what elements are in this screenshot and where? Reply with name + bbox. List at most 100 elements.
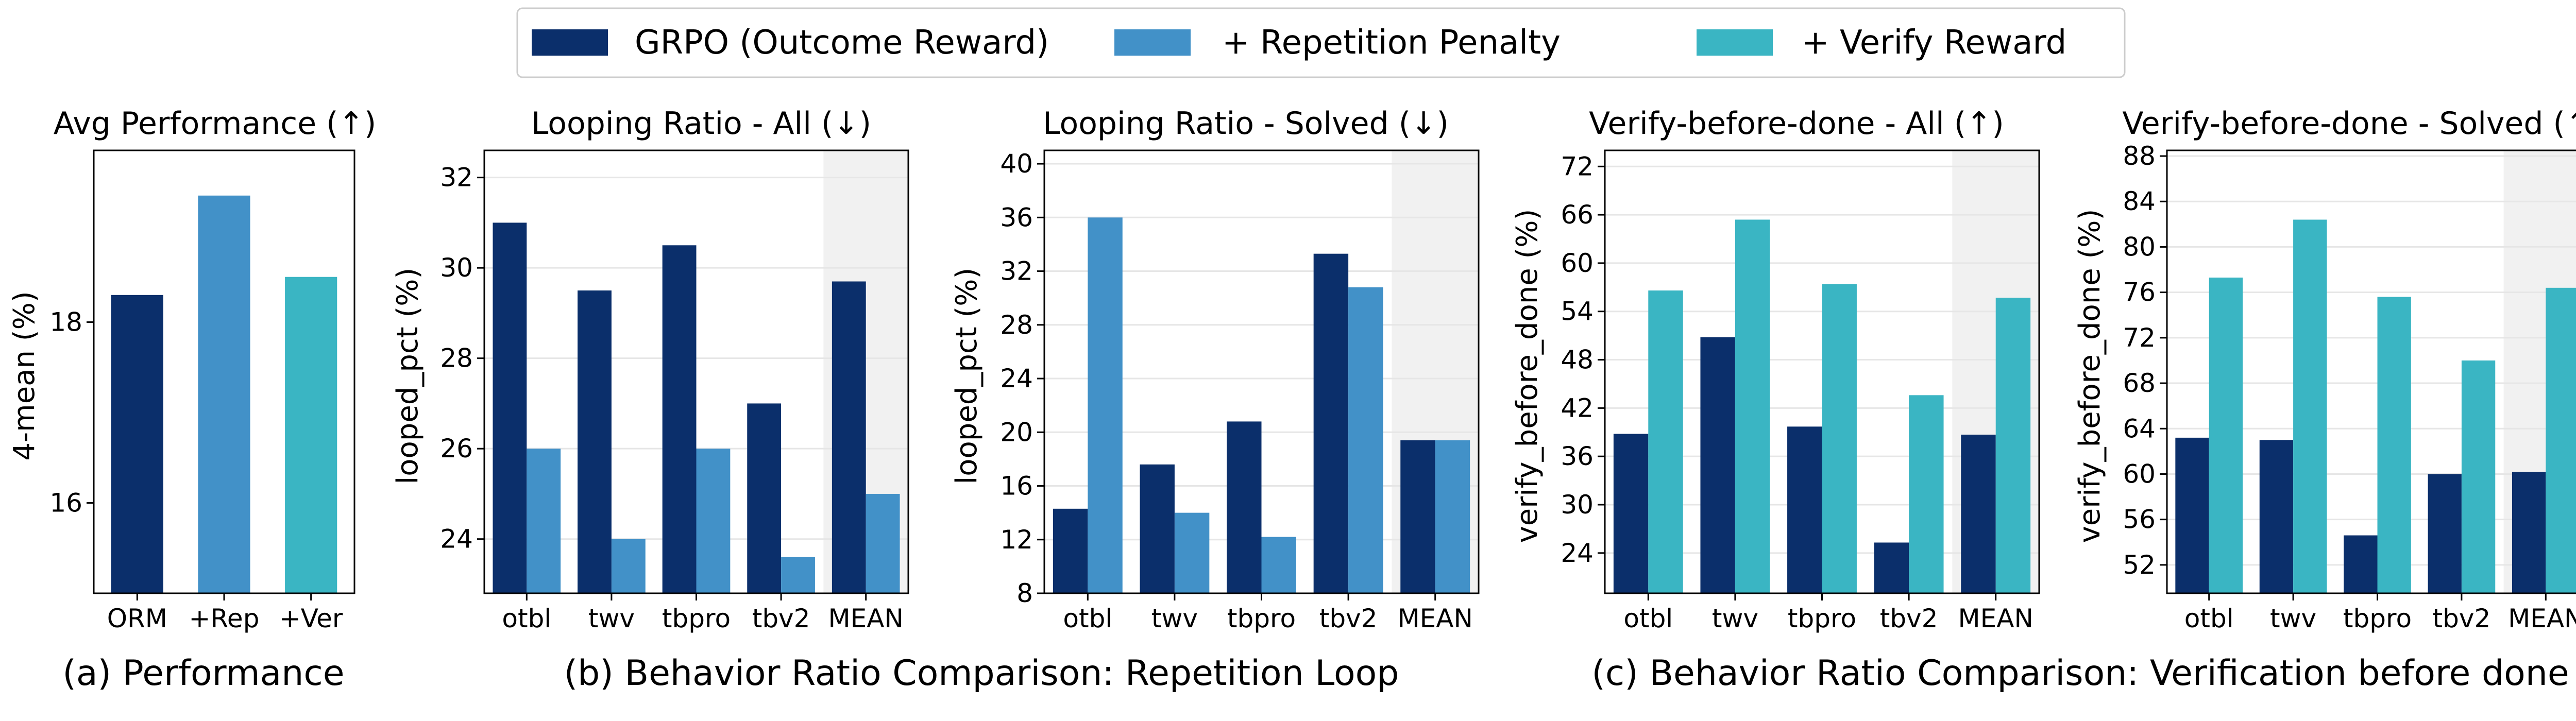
y-tick-label: 28 [1000, 310, 1033, 340]
x-tick-label: tbv2 [2433, 604, 2491, 633]
y-tick-label: 64 [2123, 414, 2156, 443]
plot-area: 8 12 16 20 24 28 32 36 40 otbl twv tbpro tbv2 MEAN [1000, 149, 1480, 633]
x-tick-label: MEAN [1398, 604, 1473, 633]
y-tick-label: 76 [2123, 278, 2156, 307]
x-tick-label: twv [1151, 604, 1198, 633]
x-tick-label: MEAN [828, 604, 904, 633]
bar [747, 403, 782, 593]
y-axis-label: looped_pct (%) [950, 268, 984, 485]
x-tick-label: twv [1712, 604, 1758, 633]
bar [285, 277, 337, 593]
legend-swatch-ver [1697, 29, 1773, 56]
legend-swatch-rep [1114, 29, 1191, 56]
panel-title: Looping Ratio - All (↓) [531, 106, 871, 142]
bar [1735, 219, 1770, 593]
y-tick-label: 60 [2123, 459, 2156, 489]
y-tick-label: 42 [1561, 393, 1594, 423]
plot-area: 24 26 28 30 32 otbl twv tbpro tbv2 MEAN [440, 149, 909, 633]
plot-area: 16 18 ORM +Rep +Ver [49, 149, 355, 633]
legend-frame [516, 7, 2126, 78]
panel-verify-before-done-solved: Verify-before-done - Solved (↑) verify_b… [2073, 106, 2576, 633]
y-tick-label: 40 [1000, 149, 1033, 179]
panel-looping-ratio-all: Looping Ratio - All (↓) looped_pct (%) 2… [391, 106, 909, 633]
x-tick-label: MEAN [2508, 604, 2576, 633]
panel-title: Looping Ratio - Solved (↓) [1043, 106, 1449, 142]
panel-title: Avg Performance (↑) [54, 106, 377, 142]
y-tick-label: 12 [1000, 525, 1033, 555]
y-tick-label: 24 [1561, 538, 1594, 568]
y-axis-label: verify_before_done (%) [2073, 209, 2107, 543]
plot-area: 24 30 36 42 48 54 60 66 72 otbl twv tbpro tbv2 MEAN [1561, 149, 2040, 633]
y-tick-label: 56 [2123, 505, 2156, 535]
bar [1348, 287, 1383, 593]
bar [1261, 537, 1296, 593]
legend-label-grpo: GRPO (Outcome Reward) [635, 24, 1049, 62]
bar [2512, 472, 2546, 593]
y-tick-label: 30 [1561, 490, 1594, 520]
bar [832, 281, 866, 593]
y-tick-label: 72 [1561, 151, 1594, 181]
x-tick-label: tbpro [1227, 604, 1296, 633]
y-tick-label: 24 [1000, 364, 1033, 393]
bar [2377, 297, 2411, 593]
y-tick-label: 8 [1016, 578, 1033, 608]
bar [1140, 464, 1175, 593]
legend-label-rep: + Repetition Penalty [1222, 24, 1561, 62]
y-tick-label: 18 [49, 307, 82, 337]
y-tick-label: 32 [1000, 256, 1033, 286]
y-tick-label: 88 [2123, 141, 2156, 171]
x-tick-label: +Rep [189, 604, 260, 633]
y-tick-label: 60 [1561, 248, 1594, 278]
y-tick-label: 72 [2123, 323, 2156, 353]
bar [1313, 253, 1349, 594]
bar [2259, 440, 2294, 593]
panel-looping-ratio-solved: Looping Ratio - Solved (↓) looped_pct (%… [950, 106, 1480, 633]
bar [662, 245, 697, 593]
bar [1961, 434, 1996, 593]
y-tick-label: 16 [1000, 471, 1033, 501]
y-tick-label: 30 [440, 253, 473, 283]
y-axis-label: looped_pct (%) [391, 268, 425, 485]
x-tick-label: twv [588, 604, 635, 633]
legend-label-ver: + Verify Reward [1802, 24, 2066, 62]
bar [1227, 421, 1262, 593]
bar [696, 449, 731, 593]
bar [198, 195, 250, 593]
bar [1648, 290, 1683, 593]
y-tick-label: 20 [1000, 417, 1033, 447]
bar [2461, 360, 2496, 593]
bar [493, 222, 527, 593]
y-tick-label: 26 [440, 434, 473, 464]
y-axis-label: 4-mean (%) [8, 291, 41, 460]
y-tick-label: 68 [2123, 368, 2156, 398]
y-tick-label: 66 [1561, 200, 1594, 230]
legend: GRPO (Outcome Reward) + Repetition Penal… [516, 7, 2126, 78]
bar [2175, 437, 2209, 593]
y-tick-label: 36 [1561, 441, 1594, 471]
bar [1400, 440, 1435, 593]
x-tick-label: otbl [502, 604, 551, 633]
y-tick-label: 24 [440, 524, 473, 554]
panel-title: Verify-before-done - Solved (↑) [2122, 106, 2576, 142]
bar [866, 493, 900, 593]
x-tick-label: twv [2270, 604, 2316, 633]
y-tick-label: 84 [2123, 186, 2156, 216]
bar [578, 290, 612, 593]
y-tick-label: 80 [2123, 232, 2156, 262]
y-tick-label: 28 [440, 344, 473, 373]
bar [1053, 508, 1088, 593]
caption-repetition-loop: (b) Behavior Ratio Comparison: Repetitio… [564, 653, 1399, 694]
plot-area: 52 56 60 64 68 72 76 80 84 88 otbl twv tbpro tbv2 MEAN [2123, 141, 2576, 633]
panel-avg-performance: Avg Performance (↑) 4-mean (%) 16 18 ORM +R… [8, 106, 376, 633]
y-tick-label: 36 [1000, 202, 1033, 232]
bar [1874, 542, 1909, 593]
caption-verification: (c) Behavior Ratio Comparison: Verificat… [1591, 653, 2569, 694]
x-tick-label: tbpro [2343, 604, 2412, 633]
bar [2293, 219, 2327, 593]
x-tick-label: tbv2 [1880, 604, 1938, 633]
y-tick-label: 16 [49, 488, 82, 518]
y-tick-label: 48 [1561, 345, 1594, 375]
legend-swatch-grpo [532, 29, 608, 56]
x-tick-label: tbv2 [1319, 604, 1378, 633]
